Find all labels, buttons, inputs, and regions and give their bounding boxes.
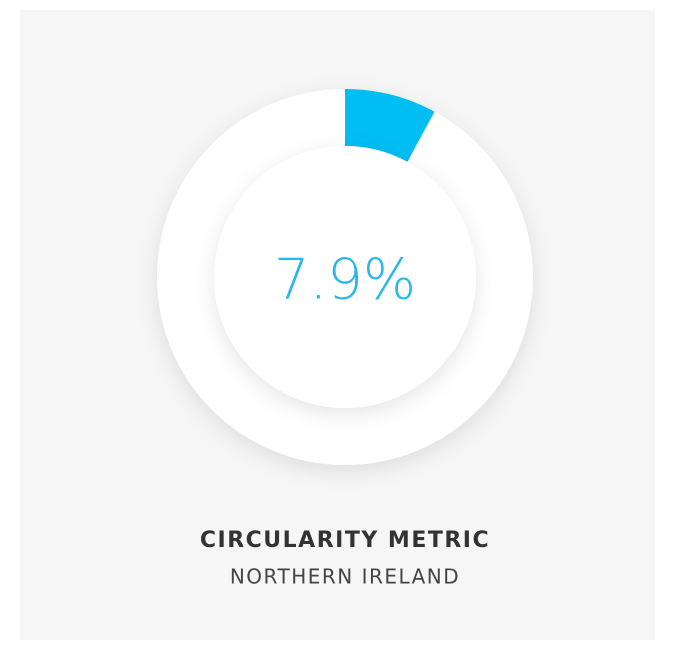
chart-subtitle: NORTHERN IRELAND: [230, 565, 460, 589]
donut-arc: [345, 89, 435, 162]
value-label: 7.9%: [274, 247, 416, 312]
donut-hole: [214, 146, 476, 408]
chart-title: CIRCULARITY METRIC: [200, 528, 490, 553]
